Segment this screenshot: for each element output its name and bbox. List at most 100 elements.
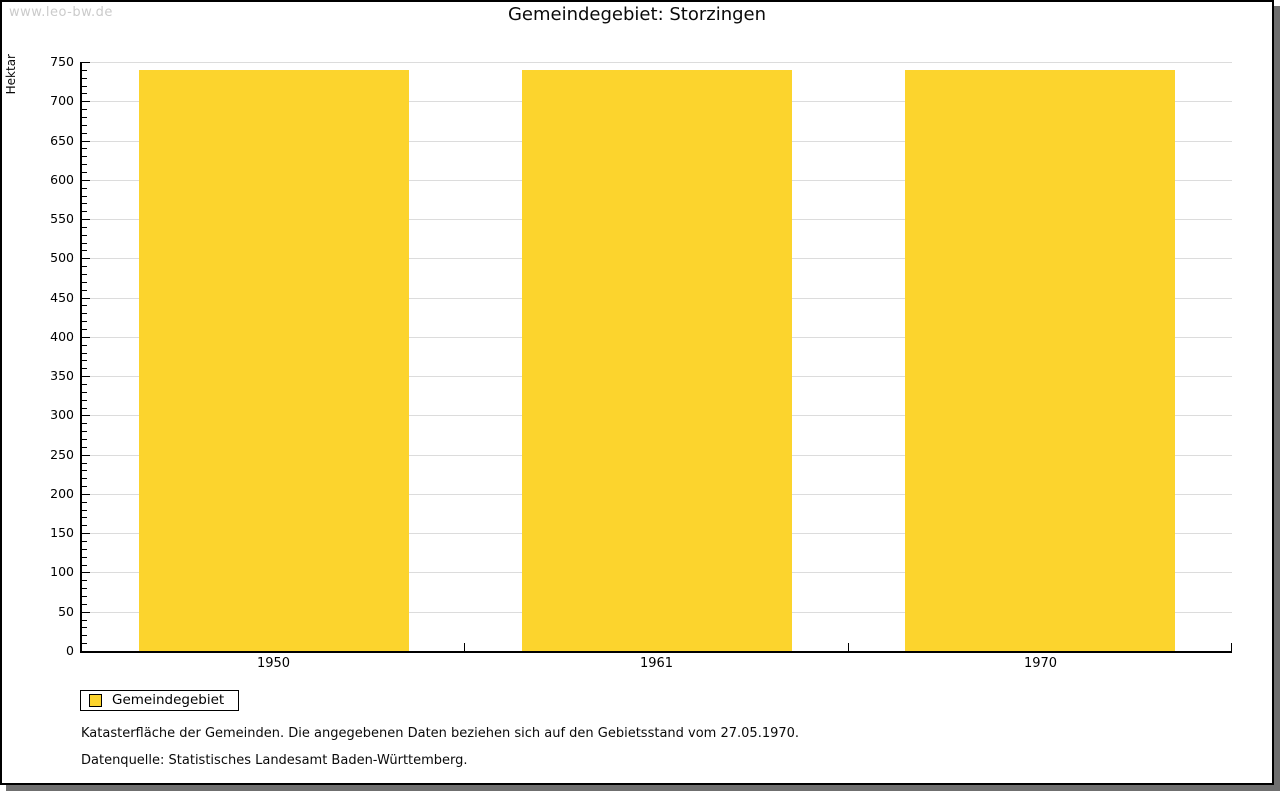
y-axis-major-tick <box>82 376 90 377</box>
y-axis-minor-tick <box>82 305 87 306</box>
y-axis-minor-tick <box>82 541 87 542</box>
y-axis-minor-tick <box>82 321 87 322</box>
y-axis-minor-tick <box>82 627 87 628</box>
y-axis-minor-tick <box>82 235 87 236</box>
y-axis-minor-tick <box>82 196 87 197</box>
y-axis-minor-tick <box>82 510 87 511</box>
y-axis-major-tick <box>82 415 90 416</box>
plot-area: 0 50 100 150 200 250 300 350 400 450 500 550 600 650 7… <box>2 2 1272 783</box>
y-axis-minor-tick <box>82 227 87 228</box>
y-axis-tick-label: 300 <box>50 407 74 422</box>
y-axis-minor-tick <box>82 643 87 644</box>
x-axis-line <box>80 651 1232 653</box>
y-axis-major-tick <box>82 101 90 102</box>
y-axis-major-tick <box>82 337 90 338</box>
y-axis-minor-tick <box>82 250 87 251</box>
y-axis-minor-tick <box>82 345 87 346</box>
y-axis-tick-label: 0 <box>66 643 74 658</box>
y-axis-tick-label: 150 <box>50 525 74 540</box>
y-axis-minor-tick <box>82 243 87 244</box>
y-axis-minor-tick <box>82 525 87 526</box>
y-axis-tick-label: 250 <box>50 447 74 462</box>
y-axis-minor-tick <box>82 133 87 134</box>
bar <box>522 70 792 651</box>
y-axis-minor-tick <box>82 470 87 471</box>
y-axis-tick-label: 550 <box>50 211 74 226</box>
y-axis-line <box>80 62 82 651</box>
y-axis-minor-tick <box>82 408 87 409</box>
y-axis-minor-tick <box>82 368 87 369</box>
x-axis-tick-label: 1950 <box>256 656 291 671</box>
chart-title: Gemeindegebiet: Storzingen <box>507 4 767 25</box>
y-axis-minor-tick <box>82 557 87 558</box>
y-axis-tick-label: 600 <box>50 172 74 187</box>
gridline <box>82 62 1232 63</box>
y-axis-minor-tick <box>82 188 87 189</box>
y-axis-tick-label: 100 <box>50 564 74 579</box>
y-axis-minor-tick <box>82 148 87 149</box>
legend: Gemeindegebiet <box>80 690 240 711</box>
y-axis-minor-tick <box>82 78 87 79</box>
y-axis-minor-tick <box>82 620 87 621</box>
y-axis-minor-tick <box>82 565 87 566</box>
y-axis-minor-tick <box>82 172 87 173</box>
y-axis-minor-tick <box>82 290 87 291</box>
y-axis-major-tick <box>82 180 90 181</box>
y-axis-minor-tick <box>82 423 87 424</box>
y-axis-minor-tick <box>82 353 87 354</box>
y-axis-minor-tick <box>82 125 87 126</box>
y-axis-minor-tick <box>82 392 87 393</box>
y-axis-minor-tick <box>82 463 87 464</box>
x-axis-tick-label: 1970 <box>1023 656 1058 671</box>
y-axis-minor-tick <box>82 502 87 503</box>
y-axis-minor-tick <box>82 164 87 165</box>
y-axis-minor-tick <box>82 478 87 479</box>
y-axis-minor-tick <box>82 604 87 605</box>
y-axis-major-tick <box>82 455 90 456</box>
y-axis-minor-tick <box>82 517 87 518</box>
bar <box>905 70 1175 651</box>
x-axis-tick <box>464 643 465 651</box>
y-axis-minor-tick <box>82 109 87 110</box>
y-axis-minor-tick <box>82 70 87 71</box>
y-axis-tick-label: 400 <box>50 329 74 344</box>
y-axis-major-tick <box>82 62 90 63</box>
y-axis-tick-label: 500 <box>50 250 74 265</box>
y-axis-major-tick <box>82 141 90 142</box>
y-axis-minor-tick <box>82 211 87 212</box>
y-axis-minor-tick <box>82 580 87 581</box>
y-axis-minor-tick <box>82 588 87 589</box>
y-axis-major-tick <box>82 612 90 613</box>
y-axis-tick-label: 350 <box>50 368 74 383</box>
y-axis-major-tick <box>82 298 90 299</box>
y-axis-minor-tick <box>82 282 87 283</box>
y-axis-tick-label: 450 <box>50 290 74 305</box>
y-axis-minor-tick <box>82 486 87 487</box>
y-axis-tick-label: 750 <box>50 54 74 69</box>
y-axis-major-tick <box>82 572 90 573</box>
y-axis-minor-tick <box>82 596 87 597</box>
y-axis-minor-tick <box>82 384 87 385</box>
y-axis-tick-label: 700 <box>50 93 74 108</box>
y-axis-minor-tick <box>82 329 87 330</box>
y-axis-minor-tick <box>82 274 87 275</box>
y-axis-minor-tick <box>82 400 87 401</box>
x-axis-tick <box>1231 643 1232 651</box>
y-axis-minor-tick <box>82 439 87 440</box>
y-axis-minor-tick <box>82 93 87 94</box>
y-axis-tick-label: 650 <box>50 133 74 148</box>
x-axis-tick <box>848 643 849 651</box>
y-axis-major-tick <box>82 219 90 220</box>
y-axis-minor-tick <box>82 86 87 87</box>
watermark: www.leo-bw.de <box>9 5 113 20</box>
y-axis-tick-label: 50 <box>58 604 74 619</box>
x-axis-tick-label: 1961 <box>639 656 674 671</box>
y-axis-minor-tick <box>82 156 87 157</box>
y-axis-minor-tick <box>82 203 87 204</box>
y-axis-minor-tick <box>82 431 87 432</box>
y-axis-major-tick <box>82 533 90 534</box>
y-axis-minor-tick <box>82 313 87 314</box>
y-axis-minor-tick <box>82 549 87 550</box>
legend-label: Gemeindegebiet <box>112 691 225 708</box>
